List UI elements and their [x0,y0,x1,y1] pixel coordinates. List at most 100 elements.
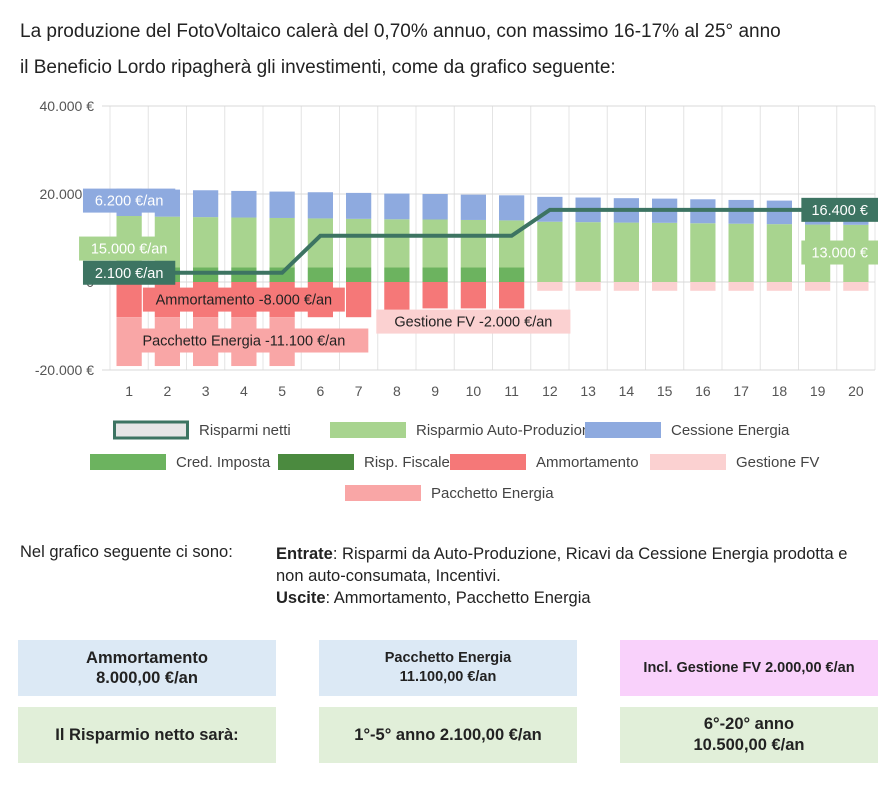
risparmio-label: Il Risparmio netto sarà: [55,725,239,744]
annotation-label-bg [376,309,571,334]
y-tick-label: 40.000 € [40,98,95,114]
bar-segment-gestione-fv [652,282,678,291]
bar-segment-ammortamento [499,282,525,309]
x-tick-label: 10 [466,383,482,399]
x-tick-label: 16 [695,383,711,399]
annotation-label-bg [82,188,176,213]
bar-segment-cred-imposta [307,267,333,282]
annotation-label-bg [801,197,878,222]
legend-label: Cessione Energia [671,422,790,439]
bar-segment-gestione-fv [805,282,831,291]
bar-segment-risparmio-auto-produzione [193,217,219,268]
bar-segment-cessione-energia [499,195,525,221]
x-tick-label: 12 [542,383,558,399]
legend-swatch [113,420,189,440]
x-tick-label: 17 [733,383,749,399]
x-tick-label: 7 [355,383,363,399]
bar-segment-risparmio-auto-produzione [231,217,257,268]
x-tick-label: 13 [580,383,596,399]
bar-segment-cred-imposta [460,267,486,282]
risparmio-label-box: Il Risparmio netto sarà: [18,707,276,763]
description-lead: Nel grafico seguente ci sono: [20,543,233,561]
pacchetto-title: Pacchetto Energia [384,650,512,666]
legend-swatch [330,422,406,438]
risparmi-netti-line [129,207,856,275]
y-tick-label: 20.000 € [40,186,95,202]
annotation-label-bg [82,260,176,285]
bar-segment-risparmio-auto-produzione [460,219,486,268]
uscite-label: Uscite [276,589,326,607]
bar-segment-cred-imposta [499,267,525,282]
bar-segment-risparmio-auto-produzione [384,219,410,268]
bar-segment-cred-imposta [384,267,410,282]
legend-swatch [278,454,354,470]
bar-segment-cessione-energia [269,191,295,218]
x-tick-label: 14 [619,383,635,399]
ammortamento-title: Ammortamento [86,649,208,667]
annotation-label: 2.100 €/an [95,266,164,282]
legend-swatch [585,422,661,438]
bar-segment-risparmio-auto-produzione [766,224,792,282]
entrate-text: : Risparmi da Auto-Produzione, Ricavi da… [276,545,848,585]
entrate-label: Entrate [276,545,333,563]
bar-segment-ammortamento [422,282,448,309]
legend-swatch [90,454,166,470]
annotation-label: 6.200 €/an [95,194,164,210]
legend-label: Risp. Fiscale [364,454,450,471]
annotation-label: 13.000 € [811,246,867,262]
bar-segment-cessione-energia [307,192,333,219]
x-tick-label: 6 [316,383,324,399]
ammortamento-value: 8.000,00 €/an [96,669,198,687]
annotation-label: Pacchetto Energia -11.100 €/an [142,334,345,350]
ammortamento-box: Ammortamento 8.000,00 €/an [18,640,276,696]
bar-segment-ammortamento [346,282,372,318]
bar-segment-risparmio-auto-produzione [537,221,563,282]
x-tick-label: 19 [810,383,826,399]
annotation-label: Gestione FV -2.000 €/an [394,315,552,331]
x-tick-label: 18 [772,383,788,399]
x-tick-label: 5 [278,383,286,399]
legend-label: Ammortamento [536,454,639,471]
annotation-label-bg [142,287,345,312]
bar-segment-ammortamento [460,282,486,309]
bar-segment-gestione-fv [766,282,792,291]
bar-segment-gestione-fv [575,282,601,291]
bar-segment-gestione-fv [613,282,639,291]
pacchetto-value: 11.100,00 €/an [399,669,497,685]
bar-segment-risparmio-auto-produzione [346,218,372,268]
intro-text: La produzione del FotoVoltaico calerà de… [20,14,890,86]
bar-segment-gestione-fv [690,282,716,291]
x-tick-label: 3 [202,383,210,399]
x-tick-label: 4 [240,383,248,399]
bar-segment-risparmio-auto-produzione [690,223,716,282]
x-tick-label: 8 [393,383,401,399]
x-tick-label: 20 [848,383,864,399]
financial-chart: 40.000 €20.000 €0-20.000 €12345678910111… [35,98,878,502]
risparmio-6-20-value: 10.500,00 €/an [693,736,805,754]
x-tick-label: 11 [504,383,519,399]
risparmio-1-5: 1°-5° anno 2.100,00 €/an [354,725,542,744]
bar-segment-risparmio-auto-produzione [575,222,601,282]
bar-segment-risparmio-auto-produzione [652,222,678,282]
bar-segment-risparmio-auto-produzione [728,223,754,282]
bar-segment-cessione-energia [231,190,257,218]
bar-segment-cred-imposta [422,267,448,282]
bar-segment-gestione-fv [728,282,754,291]
bar-segment-cessione-energia [193,190,219,218]
annotation-label: 16.400 € [811,203,867,219]
bar-segment-cessione-energia [346,192,372,219]
legend-swatch [450,454,526,470]
x-tick-label: 2 [163,383,171,399]
bar-segment-risparmio-auto-produzione [613,222,639,282]
x-tick-label: 1 [125,383,133,399]
annotation-label-bg [79,236,180,261]
bar-segment-risparmio-auto-produzione [269,217,295,268]
legend-label: Pacchetto Energia [431,485,554,502]
gestione-text: Incl. Gestione FV 2.000,00 €/an [643,660,855,676]
bar-segment-risparmio-auto-produzione [422,219,448,268]
legend-label: Risparmi netti [199,422,291,439]
risparmio-6-20-title: 6°-20° anno [703,715,795,733]
legend-swatch [345,485,421,501]
bar-segment-gestione-fv [537,282,563,291]
legend-swatch [650,454,726,470]
